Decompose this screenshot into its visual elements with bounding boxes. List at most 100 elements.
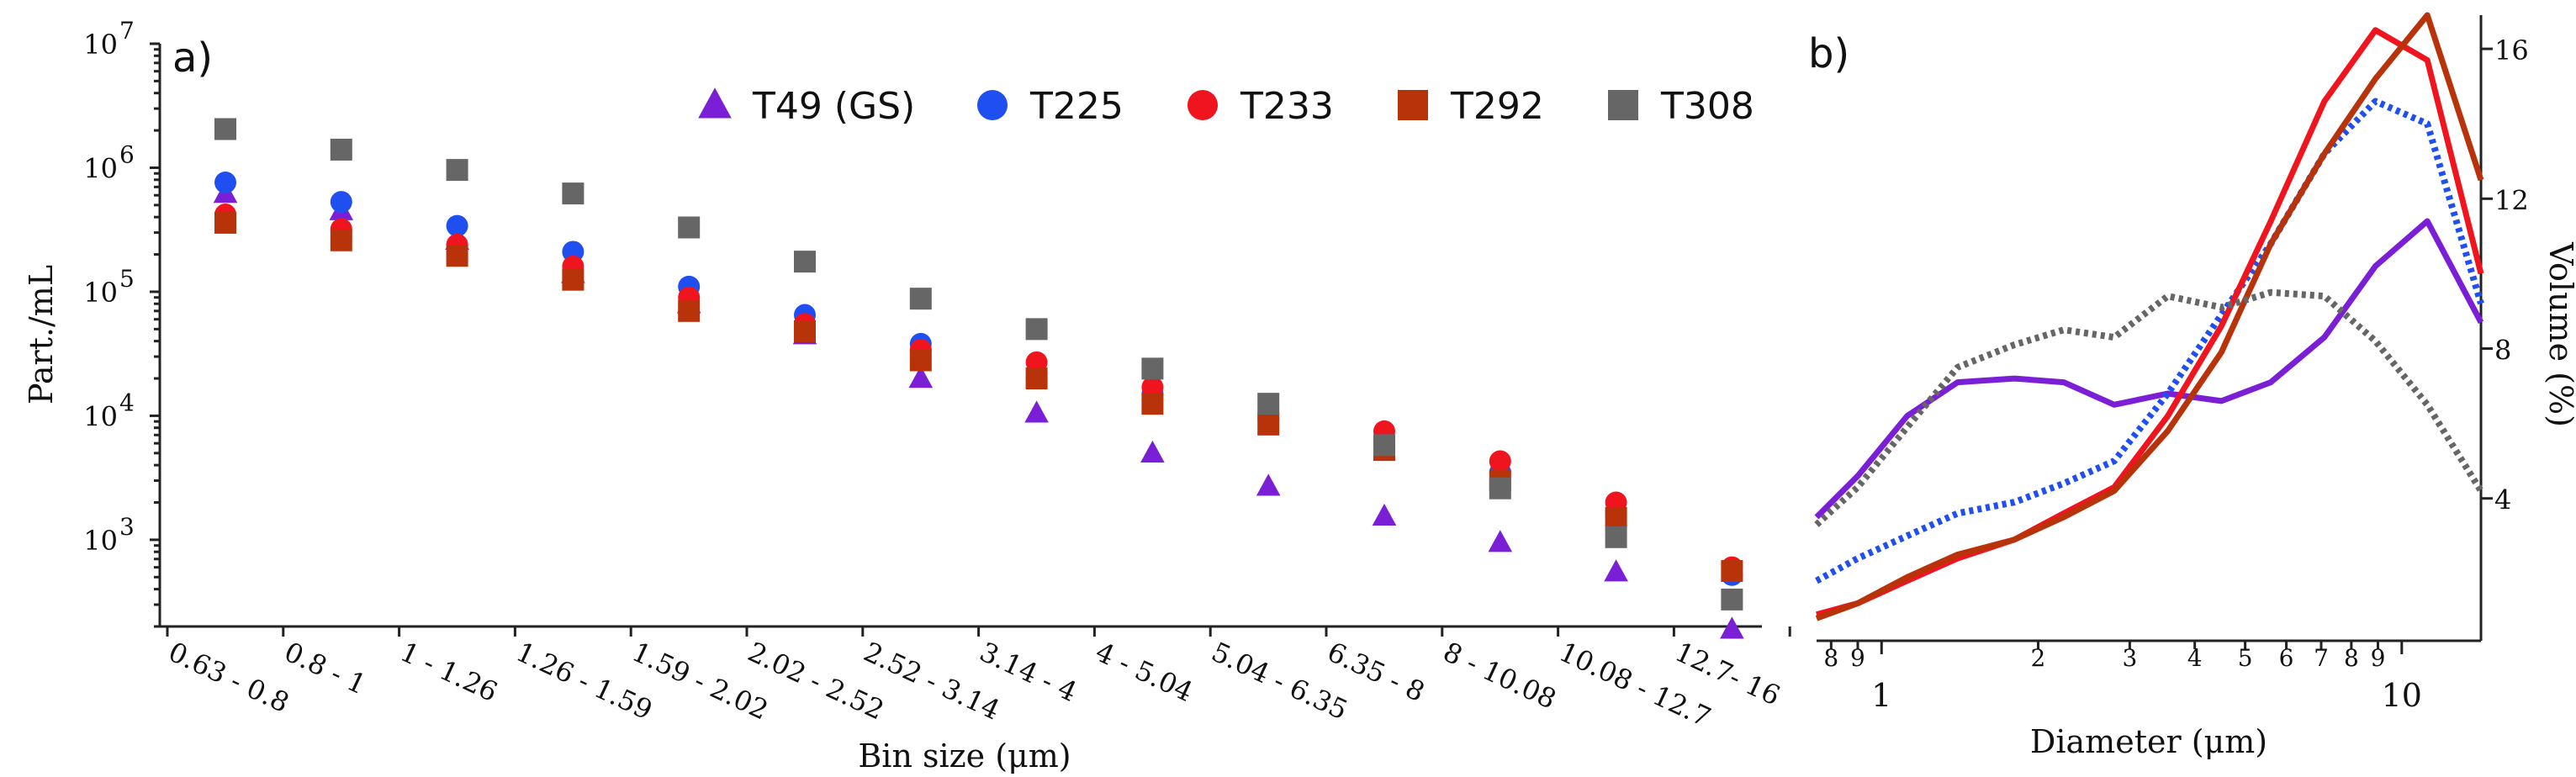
point-t308-12 bbox=[1605, 526, 1627, 548]
line-t225 bbox=[1815, 98, 2484, 584]
panel-b-label: b) bbox=[1808, 30, 1849, 77]
panel-b-y-ticks: 4 8 12 16 bbox=[2481, 34, 2529, 516]
point-t308-11 bbox=[1489, 477, 1511, 500]
x-tick-label-5: 4 bbox=[2187, 644, 2203, 672]
x-tick-label-6: 5 bbox=[2238, 644, 2253, 672]
x-tick-label-4: 3 bbox=[2122, 644, 2137, 672]
line-t49-gs bbox=[1814, 218, 2484, 520]
x-tick-label-10: 9 bbox=[2371, 644, 2386, 672]
legend-marker-t225 bbox=[977, 90, 1008, 120]
point-t49-gs-10 bbox=[1372, 503, 1397, 526]
y-tick-label-0: 4 bbox=[2494, 484, 2511, 516]
point-t292-12 bbox=[1605, 506, 1627, 529]
series-t308 bbox=[214, 118, 1743, 610]
legend-marker-t49-gs bbox=[698, 87, 732, 119]
point-t292-13 bbox=[1721, 560, 1743, 583]
point-t292-2 bbox=[446, 245, 468, 267]
panel-a-x-axis-label: Bin size (μm) bbox=[858, 737, 1071, 774]
x-tick-label-9: 8 bbox=[2344, 644, 2359, 672]
point-t49-gs-12 bbox=[1604, 559, 1628, 582]
line-t308 bbox=[1814, 288, 2484, 527]
point-t233-8 bbox=[1141, 376, 1164, 399]
x-tick-label-2: 1 bbox=[1871, 677, 1891, 714]
x-tick-label-1: 9 bbox=[1850, 644, 1865, 672]
point-t292-0 bbox=[214, 211, 236, 234]
y-tick-exp-0: 3 bbox=[119, 513, 135, 541]
legend-marker-t292 bbox=[1398, 90, 1428, 120]
point-t308-7 bbox=[1025, 318, 1048, 341]
y-tick-label-2: 12 bbox=[2494, 184, 2529, 216]
point-t49-gs-6 bbox=[908, 366, 934, 388]
point-t292-4 bbox=[678, 299, 701, 322]
point-t49-gs-13 bbox=[1720, 616, 1744, 639]
y-tick-exp-2: 5 bbox=[119, 265, 135, 293]
legend-label-t233: T233 bbox=[1240, 85, 1334, 128]
y-tick-label-2: 10 bbox=[83, 277, 118, 309]
x-tick-label-2: 1 - 1.26 bbox=[395, 636, 502, 708]
point-t308-10 bbox=[1373, 434, 1395, 457]
x-tick-label-7: 6 bbox=[2279, 644, 2294, 672]
y-tick-label-1: 8 bbox=[2494, 335, 2511, 367]
point-t225-0 bbox=[214, 172, 236, 194]
point-t308-0 bbox=[214, 118, 236, 140]
legend-marker-t233 bbox=[1187, 90, 1218, 120]
panel-b-lines bbox=[1814, 12, 2484, 621]
y-tick-label-4: 10 bbox=[83, 29, 118, 61]
y-tick-exp-1: 4 bbox=[119, 388, 135, 416]
legend-marker-t308 bbox=[1608, 90, 1638, 120]
point-t225-1 bbox=[330, 191, 352, 214]
panel-b-x-axis-label: Diameter (μm) bbox=[2030, 723, 2267, 760]
point-t49-gs-7 bbox=[1024, 400, 1049, 423]
point-t308-6 bbox=[909, 288, 932, 310]
series-t225 bbox=[214, 172, 1743, 586]
series-t233 bbox=[214, 204, 1743, 579]
x-tick-label-8: 7 bbox=[2314, 644, 2329, 672]
legend-label-t49-gs: T49 (GS) bbox=[752, 85, 915, 128]
line-t233 bbox=[1816, 27, 2484, 618]
line-t292 bbox=[1815, 12, 2484, 621]
point-t49-gs-8 bbox=[1140, 440, 1165, 463]
legend-label-t308: T308 bbox=[1660, 85, 1754, 128]
point-t49-gs-9 bbox=[1256, 473, 1281, 496]
y-tick-label-0: 10 bbox=[83, 525, 118, 557]
legend-label-t292: T292 bbox=[1450, 85, 1544, 128]
point-t233-11 bbox=[1489, 450, 1511, 473]
x-tick-label-0: 8 bbox=[1823, 644, 1838, 672]
point-t225-2 bbox=[446, 214, 468, 237]
legend-label-t225: T225 bbox=[1029, 85, 1124, 128]
panel-b-x-ticks: 8 912 3 4 5 6 7 8 910 bbox=[1823, 641, 2422, 714]
point-t292-3 bbox=[562, 268, 584, 291]
x-tick-label-8: 4 - 5.04 bbox=[1091, 636, 1198, 708]
point-t292-6 bbox=[909, 349, 932, 372]
x-tick-label-11: 8 - 10.08 bbox=[1438, 636, 1561, 716]
point-t292-5 bbox=[794, 320, 816, 342]
series-t49-gs bbox=[213, 181, 1744, 639]
point-t308-8 bbox=[1141, 357, 1164, 380]
point-t308-9 bbox=[1257, 393, 1280, 415]
point-t308-3 bbox=[562, 182, 584, 205]
y-tick-label-3: 10 bbox=[83, 152, 118, 184]
panel-b-y-axis-label: Volume (%) bbox=[2542, 241, 2576, 427]
panel-a-points bbox=[213, 118, 1744, 639]
x-tick-label-11: 10 bbox=[2382, 677, 2422, 714]
point-t49-gs-11 bbox=[1488, 530, 1513, 552]
y-tick-exp-4: 7 bbox=[119, 17, 135, 45]
x-tick-label-0: 0.63 - 0.8 bbox=[164, 636, 294, 719]
panel-a-label: a) bbox=[172, 34, 213, 82]
y-tick-label-3: 16 bbox=[2494, 34, 2529, 66]
legend: T49 (GS) T225 T233 T292 T308 bbox=[698, 85, 1754, 128]
point-t308-2 bbox=[446, 159, 468, 182]
series-t292 bbox=[214, 211, 1743, 583]
panel-a-y-axis-label: Part./mL bbox=[23, 265, 60, 404]
point-t308-1 bbox=[330, 138, 352, 161]
point-t308-4 bbox=[678, 216, 701, 239]
point-t292-8 bbox=[1141, 393, 1164, 415]
point-t292-9 bbox=[1257, 413, 1280, 436]
point-t308-5 bbox=[794, 251, 816, 273]
x-tick-label-3: 2 bbox=[2031, 644, 2046, 672]
